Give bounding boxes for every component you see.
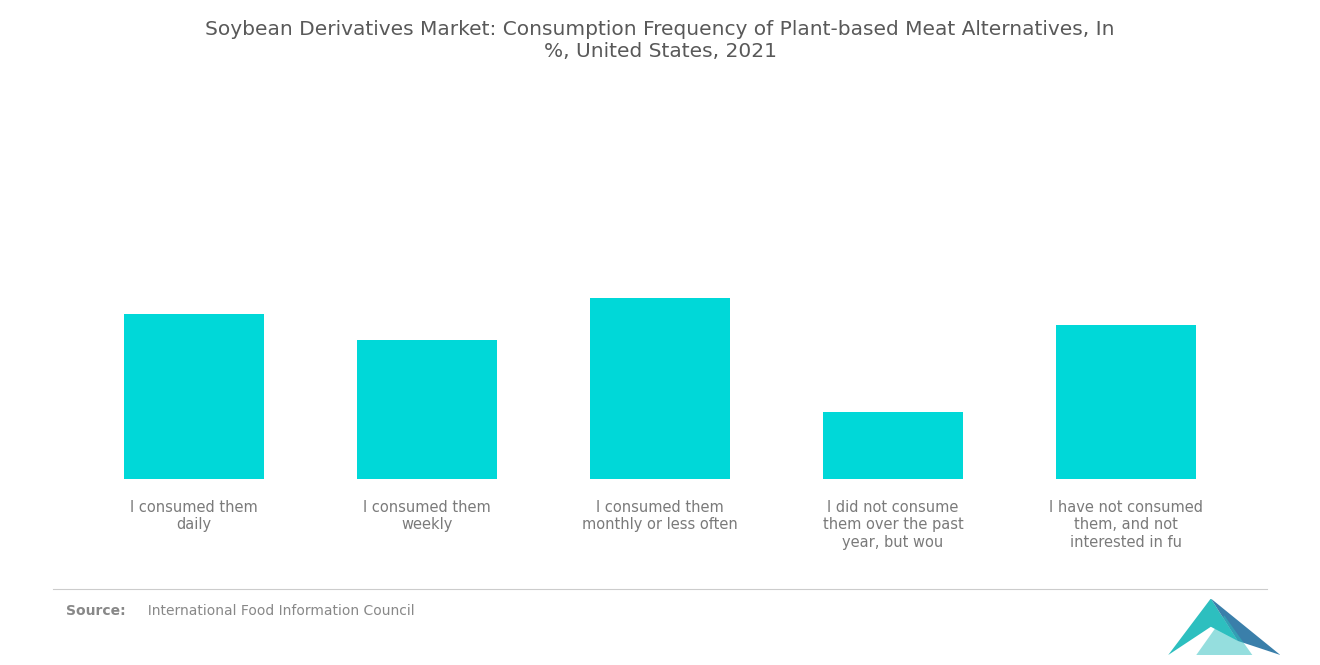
Text: I did not consume
them over the past
year, but wou: I did not consume them over the past yea… <box>822 500 964 550</box>
Text: I have not consumed
them, and not
interested in fu: I have not consumed them, and not intere… <box>1049 500 1203 550</box>
Text: I consumed them
weekly: I consumed them weekly <box>363 500 491 533</box>
Bar <box>358 340 496 479</box>
Text: I consumed them
monthly or less often: I consumed them monthly or less often <box>582 500 738 533</box>
Text: Source:: Source: <box>66 604 125 618</box>
Text: Soybean Derivatives Market: Consumption Frequency of Plant-based Meat Alternativ: Soybean Derivatives Market: Consumption … <box>205 20 1115 61</box>
Bar <box>590 298 730 479</box>
Bar <box>124 314 264 479</box>
Bar <box>824 412 962 479</box>
Bar <box>1056 325 1196 479</box>
Text: International Food Information Council: International Food Information Council <box>139 604 414 618</box>
Text: I consumed them
daily: I consumed them daily <box>131 500 257 533</box>
